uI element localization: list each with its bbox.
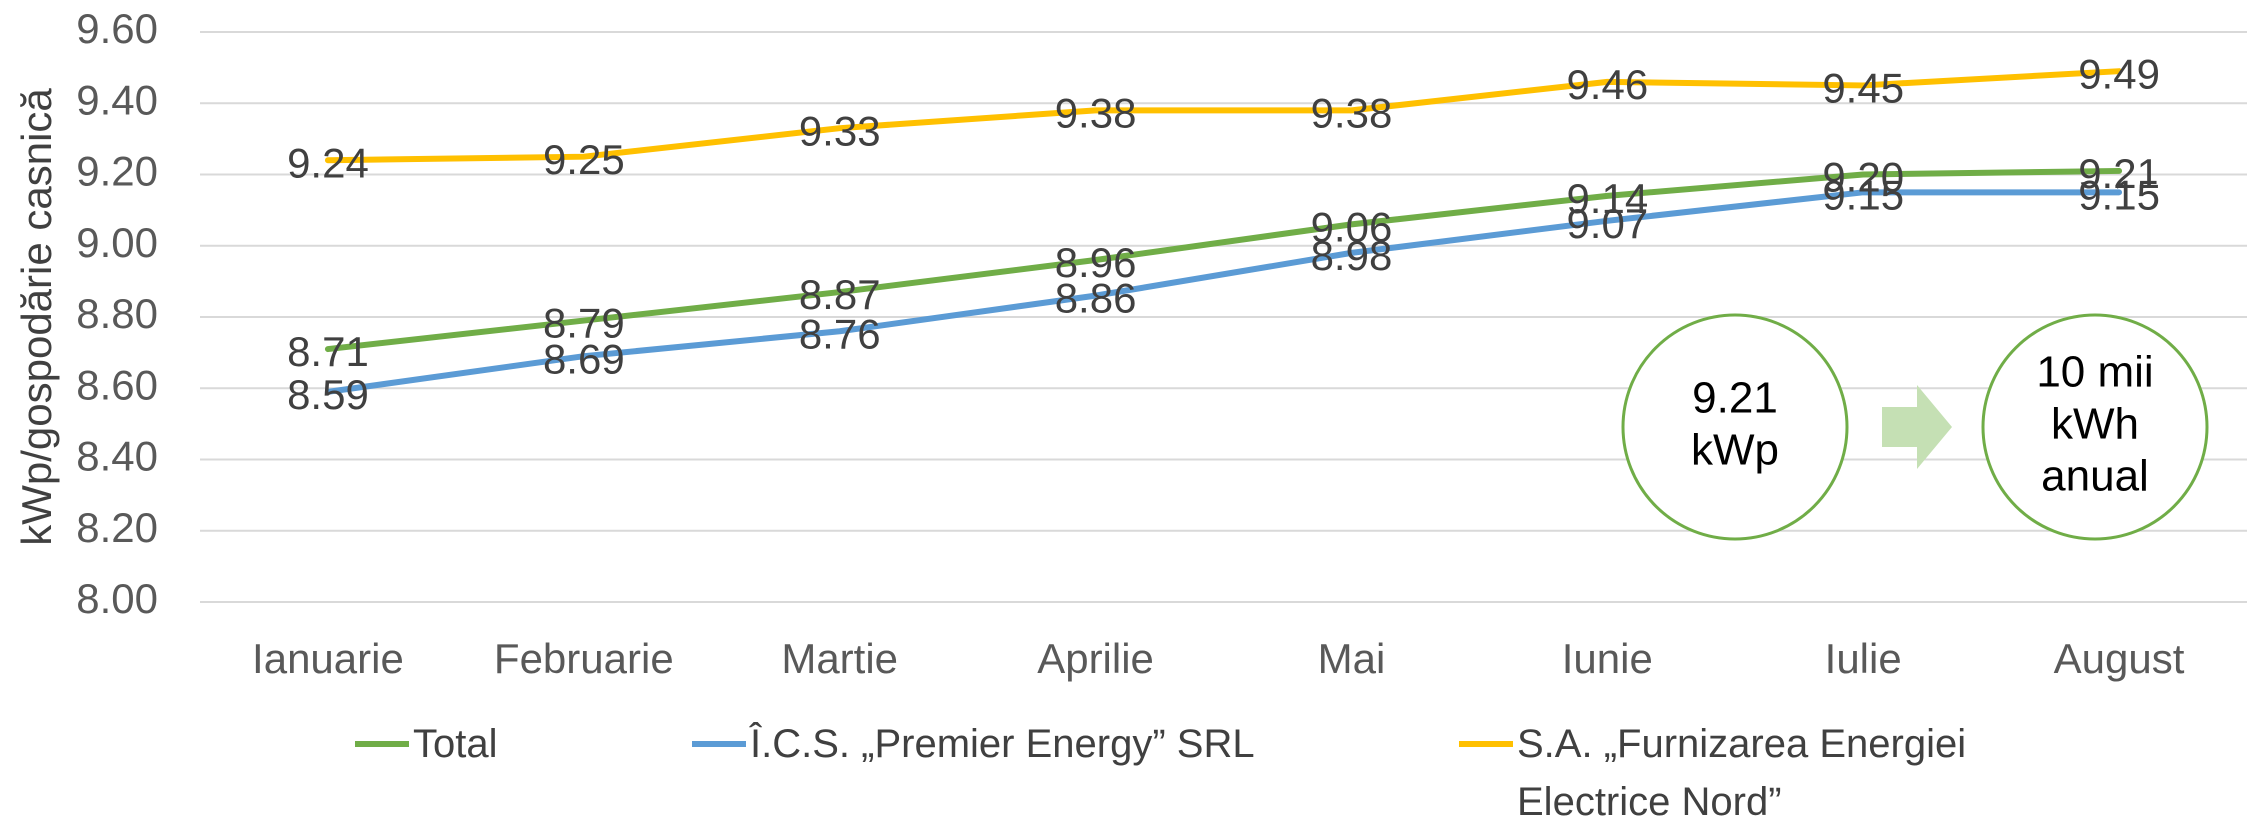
x-tick-label: August [2054,635,2185,682]
y-tick-label: 9.60 [76,5,158,52]
y-tick-label: 9.40 [76,76,158,123]
legend-item: Total [355,715,655,773]
data-label: 8.96 [1055,239,1137,286]
data-label: 9.24 [287,139,369,186]
data-label: 9.21 [2078,150,2160,197]
legend-swatch [355,741,409,747]
y-tick-label: 9.20 [76,148,158,195]
legend-label: Î.C.S. „Premier Energy” SRL [750,722,1255,766]
y-tick-label: 8.60 [76,361,158,408]
y-tick-label: 8.00 [76,575,158,622]
legend-label: S.A. „Furnizarea Energiei Electrice Nord… [1517,722,1967,819]
x-tick-label: Iulie [1825,635,1902,682]
legend-item: Î.C.S. „Premier Energy” SRL [692,715,1392,773]
y-tick-label: 8.20 [76,504,158,551]
annotation-text: 9.21 [1692,374,1778,423]
legend-swatch [692,741,746,747]
data-label: 9.06 [1311,203,1393,250]
data-label: 8.87 [799,271,881,318]
y-tick-label: 9.00 [76,219,158,266]
data-label: 8.71 [287,328,369,375]
data-label: 8.79 [543,300,625,347]
data-label: 9.14 [1566,175,1648,222]
data-label: 8.69 [543,335,625,382]
annotation-circle [1621,313,1849,541]
annotation-text: kWh [2051,400,2139,449]
annotation-text: kWp [1691,426,1779,475]
data-label: 9.07 [1566,200,1648,247]
data-label: 9.38 [1055,89,1137,136]
data-label: 8.59 [287,371,369,418]
legend-label: Total [413,722,498,766]
legend-swatch [1459,741,1513,747]
arrow [1882,385,1952,469]
data-label: 9.20 [1822,154,1904,201]
data-label: 9.33 [799,107,881,154]
annotation-circle [1981,313,2209,541]
y-tick-label: 8.40 [76,433,158,480]
annotation-text: anual [2041,452,2149,501]
series-line [324,189,2123,395]
data-label: 9.15 [2078,171,2160,218]
data-label: 9.15 [1822,171,1904,218]
x-tick-label: Iunie [1562,635,1653,682]
data-label: 8.86 [1055,275,1137,322]
x-tick-label: Martie [781,635,898,682]
data-label: 9.46 [1566,61,1648,108]
legend-item: S.A. „Furnizarea Energiei Electrice Nord… [1459,715,2019,819]
series-line [324,167,2123,353]
y-axis-title: kWp/gospodărie casnică [13,88,60,546]
annotation-text: 10 mii [2036,348,2153,397]
data-label: 9.25 [543,136,625,183]
data-label: 9.49 [2078,50,2160,97]
x-tick-label: Mai [1318,635,1386,682]
x-tick-label: Ianuarie [252,635,404,682]
x-tick-label: Aprilie [1037,635,1154,682]
series-line [324,68,2123,164]
data-label: 8.76 [799,310,881,357]
x-tick-label: Februarie [494,635,674,682]
data-label: 8.98 [1311,232,1393,279]
y-tick-label: 8.80 [76,290,158,337]
data-label: 9.45 [1822,65,1904,112]
data-label: 9.38 [1311,89,1393,136]
